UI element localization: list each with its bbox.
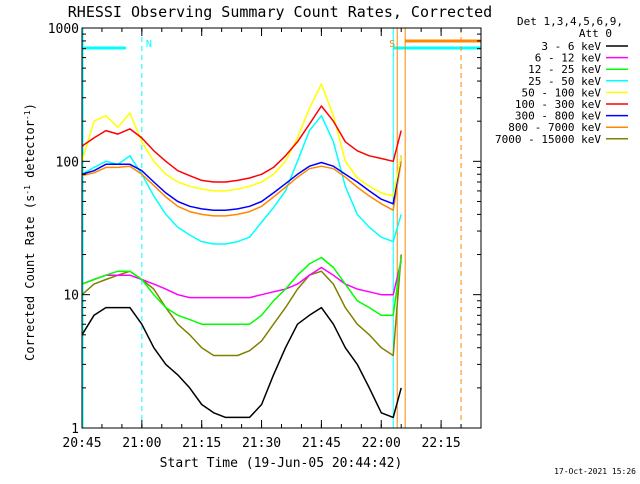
series-line-5	[82, 105, 402, 183]
y-tick-label-2: 100	[56, 155, 79, 170]
x-tick-label-3: 21:30	[242, 436, 281, 451]
footer-timestamp: 17-Oct-2021 15:26	[554, 467, 636, 476]
legend-label-4: 50 - 100 keV	[522, 86, 602, 99]
series-line-1	[82, 260, 402, 299]
legend-label-3: 25 - 50 keV	[528, 75, 601, 88]
x-tick-label-6: 22:15	[422, 436, 461, 451]
legend-label-8: 7000 - 15000 keV	[495, 133, 601, 146]
legend-header-attenuator: Att 0	[579, 27, 612, 40]
legend-header-detectors: Det 1,3,4,5,6,9,	[517, 15, 623, 28]
series-line-4	[82, 83, 402, 197]
x-tick-label-5: 22:00	[362, 436, 401, 451]
series-line-6	[82, 155, 402, 211]
chart-title: RHESSI Observing Summary Count Rates, Co…	[68, 3, 492, 21]
annotation-s: S	[389, 39, 395, 50]
y-tick-label-1: 10	[63, 289, 79, 304]
series-line-0	[82, 306, 402, 419]
series-line-3	[82, 114, 402, 245]
legend-label-5: 100 - 300 keV	[515, 98, 601, 111]
legend-label-2: 12 - 25 keV	[528, 63, 601, 76]
x-tick-label-2: 21:15	[182, 436, 221, 451]
x-tick-label-1: 21:00	[122, 436, 161, 451]
annotation-n: N	[146, 39, 152, 50]
y-tick-label-3: 1000	[48, 22, 79, 37]
legend-label-0: 3 - 6 keV	[541, 40, 601, 53]
y-axis-label: Corrected Count Rate (s-1 detector-1)	[23, 103, 38, 361]
x-axis-label: Start Time (19-Jun-05 20:44:42)	[160, 456, 403, 471]
axes: 1 10 100 1000 20:45 21:00 21:15 21:30 21:45 22:00…	[48, 22, 482, 451]
legend-label-1: 6 - 12 keV	[535, 52, 602, 65]
legend-label-7: 800 - 7000 keV	[508, 121, 601, 134]
x-tick-label-0: 20:45	[62, 436, 101, 451]
series-group	[82, 83, 402, 419]
series-line-2	[82, 256, 402, 325]
series-line-8	[82, 254, 402, 357]
y-tick-label-0: 1	[71, 422, 79, 437]
legend-label-6: 300 - 800 keV	[515, 110, 601, 123]
series-line-7	[82, 161, 402, 217]
x-tick-label-4: 21:45	[302, 436, 341, 451]
